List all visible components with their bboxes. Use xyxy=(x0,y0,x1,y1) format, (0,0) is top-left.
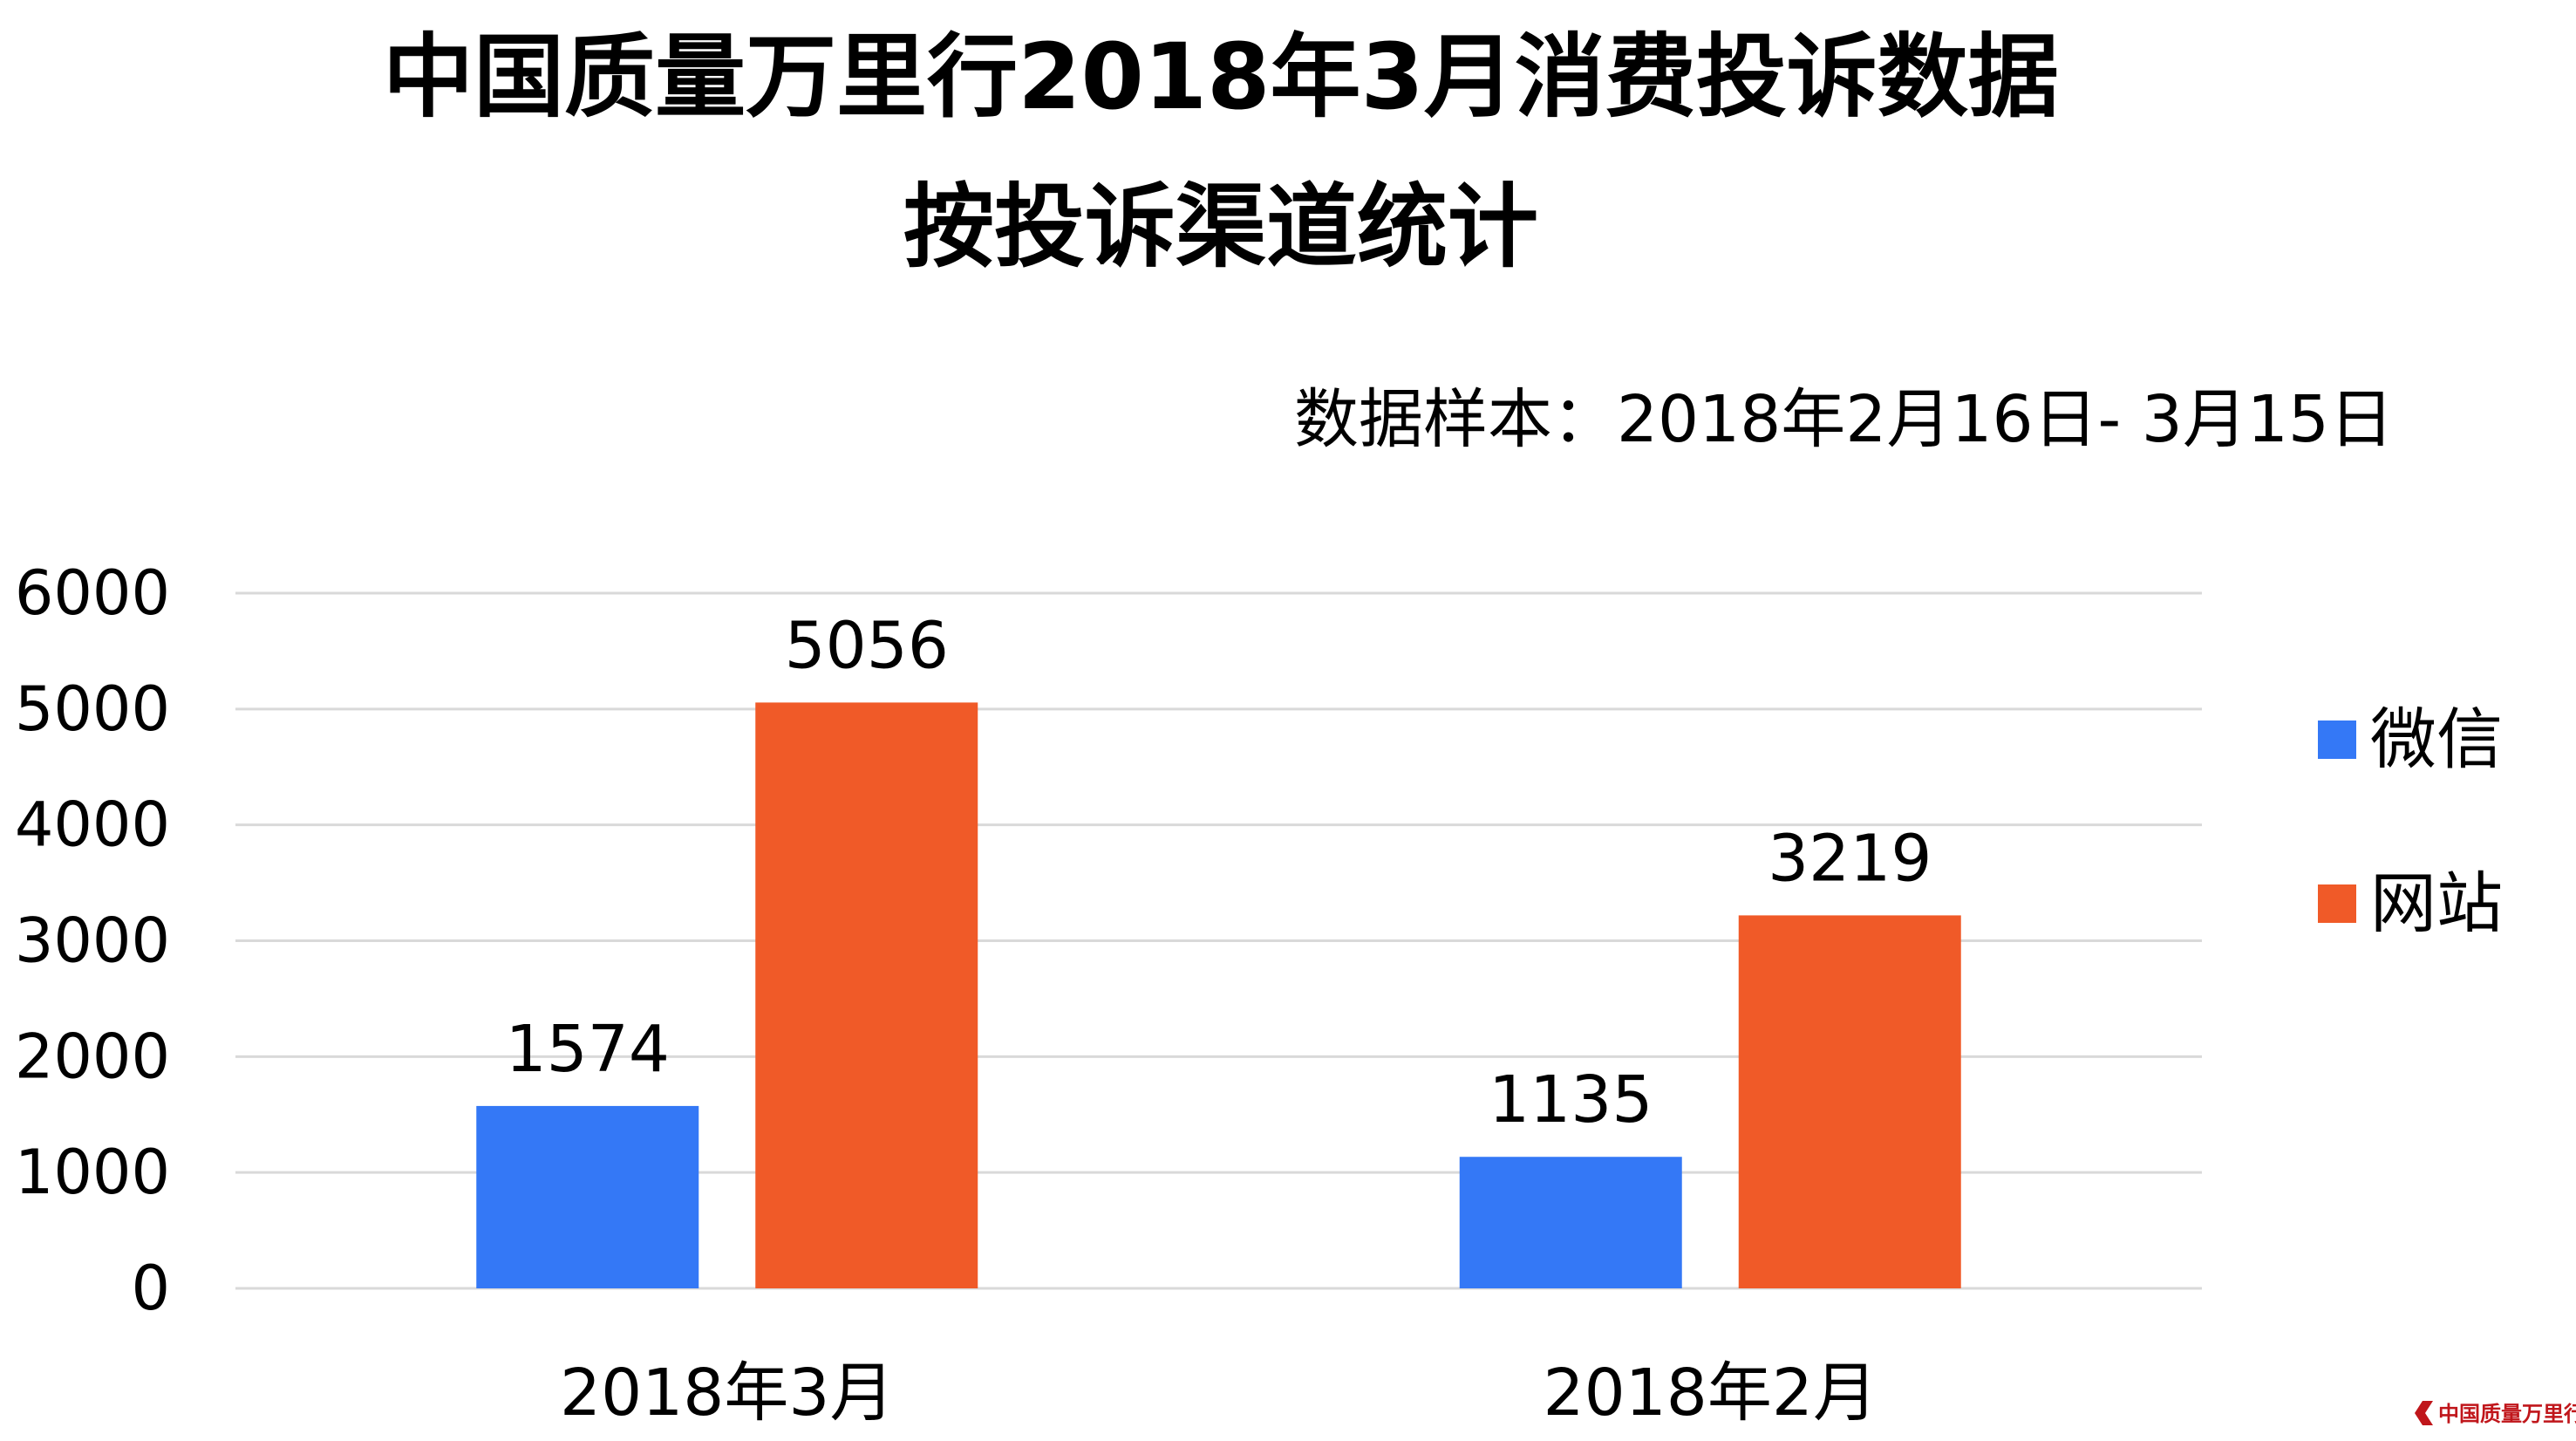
y-tick-label: 5000 xyxy=(15,673,170,745)
y-tick-label: 3000 xyxy=(15,905,170,977)
y-tick-label: 4000 xyxy=(15,789,170,861)
y-tick-label: 0 xyxy=(131,1253,170,1324)
data-labels: 1574 5056 1135 3219 xyxy=(506,608,1932,1137)
y-tick-label: 1000 xyxy=(15,1137,170,1208)
x-category-label: 2018年2月 xyxy=(1544,1356,1877,1431)
bar-网站-2018年3月 xyxy=(755,702,978,1288)
y-axis-ticks: 0 1000 2000 3000 4000 5000 6000 xyxy=(15,557,170,1324)
legend-label: 微信 xyxy=(2370,700,2503,778)
y-tick-label: 2000 xyxy=(15,1021,170,1092)
bar-微信-2018年3月 xyxy=(476,1105,699,1288)
data-label: 3219 xyxy=(1768,821,1932,896)
bars xyxy=(476,702,1961,1288)
bar-微信-2018年2月 xyxy=(1459,1157,1682,1288)
category-labels: 2018年3月 2018年2月 xyxy=(560,1356,1877,1431)
legend-label: 网站 xyxy=(2370,864,2503,942)
data-label: 5056 xyxy=(785,608,949,683)
bar-网站-2018年2月 xyxy=(1738,915,1961,1288)
legend-swatch xyxy=(2318,720,2356,759)
chart-title-line-2: 按投诉渠道统计 xyxy=(903,174,1538,280)
data-label: 1135 xyxy=(1489,1062,1653,1137)
data-label: 1574 xyxy=(506,1012,670,1087)
y-tick-label: 6000 xyxy=(15,557,170,629)
chart-title-line-1: 中国质量万里行2018年3月消费投诉数据 xyxy=(383,24,2059,130)
legend-swatch xyxy=(2318,884,2356,923)
chart-subtitle: 数据样本：2018年2月16日- 3月15日 xyxy=(1294,382,2394,457)
watermark-text: 中国质量万里行 xyxy=(2438,1401,2576,1426)
x-category-label: 2018年3月 xyxy=(560,1356,894,1431)
watermark: 中国质量万里行 xyxy=(2415,1401,2576,1426)
quality-logo-icon xyxy=(2415,1401,2433,1425)
